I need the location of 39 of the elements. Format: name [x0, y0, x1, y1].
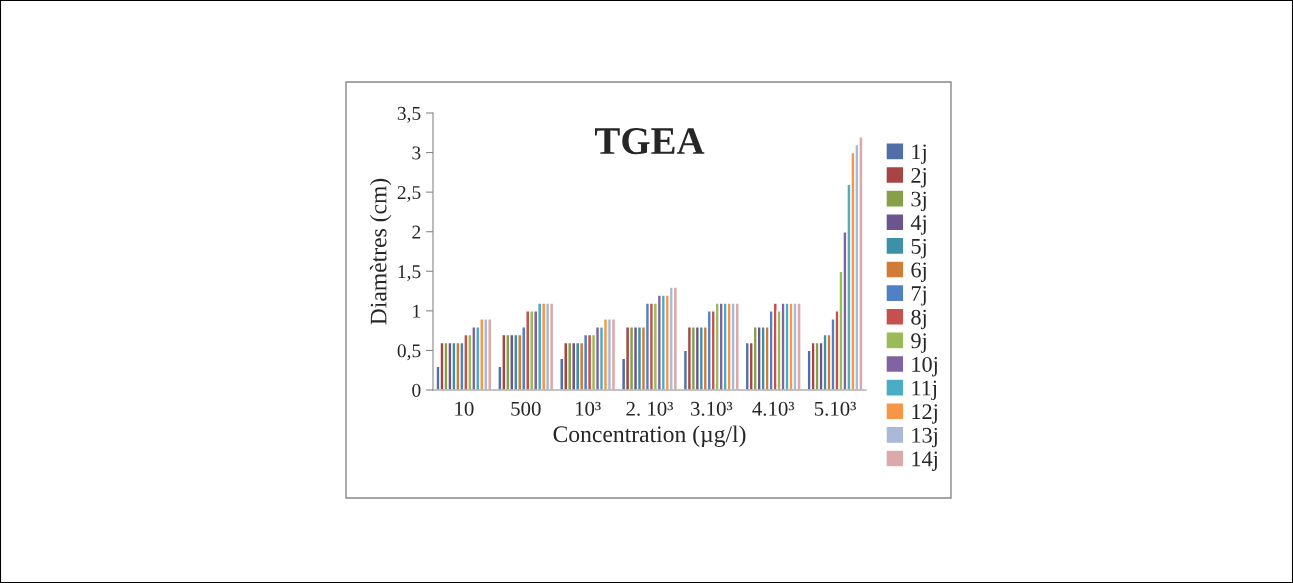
legend-label: 10j: [912, 356, 937, 377]
x-tick-label: 500: [511, 401, 541, 416]
bar: [548, 302, 555, 390]
x-tick-label: 10: [455, 401, 474, 416]
y-tick-label: 1,5: [398, 265, 421, 282]
legend-label: 8j: [911, 309, 926, 330]
legend-label: 9j: [911, 333, 926, 353]
legend-label: 1j: [912, 144, 926, 164]
bar: [858, 136, 864, 390]
legend-label: 4j: [910, 215, 926, 235]
bar: [610, 318, 617, 390]
chart-title: TGEA: [595, 128, 705, 155]
y-tick-label: 0: [412, 383, 421, 397]
y-tick-label: 1: [413, 304, 421, 318]
bar: [672, 286, 679, 390]
x-axis-title: Concentration (µg/l): [553, 425, 746, 448]
x-tick-label: 10³: [575, 401, 601, 416]
x-tick-label: 5.10³: [814, 401, 857, 416]
y-tick-label: 2: [412, 225, 421, 239]
x-tick-label: 2. 10³: [626, 401, 674, 416]
legend-label: 5j: [911, 238, 926, 259]
legend-label: 7j: [911, 286, 926, 306]
bar: [734, 302, 740, 390]
y-tick-label: 3: [412, 146, 421, 160]
y-tick-label: 2,5: [397, 186, 421, 202]
legend-label: 6j: [911, 262, 926, 282]
legend-label: 13j: [912, 427, 937, 448]
x-tick-label: 4.10³: [752, 401, 795, 416]
legend-label: 3j: [911, 191, 926, 212]
x-tick-label: 3.10³: [691, 401, 733, 416]
bar: [487, 318, 493, 390]
y-axis-title: Diamètres (cm): [369, 178, 392, 325]
legend-label: 11j: [912, 380, 937, 401]
legend-label: 2j: [911, 168, 926, 188]
y-tick-label: 3,5: [397, 106, 421, 123]
bar: [796, 302, 802, 390]
legend-label: 12j: [912, 404, 937, 424]
legend-label: 14j: [912, 451, 937, 471]
y-tick-label: 0,5: [397, 344, 421, 361]
